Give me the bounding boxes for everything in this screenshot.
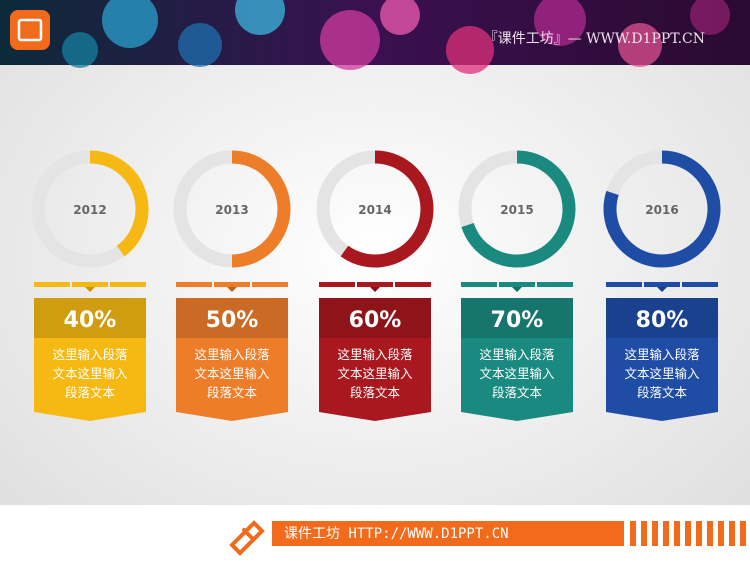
stripe xyxy=(641,521,647,546)
card-strip xyxy=(357,282,393,287)
stripe xyxy=(740,521,746,546)
card-strip xyxy=(252,282,288,287)
card-strip xyxy=(34,282,70,287)
app-icon-glyph xyxy=(17,18,43,42)
card-strip xyxy=(682,282,718,287)
card-text: 这里输入段落文本这里输入段落文本 xyxy=(52,347,128,400)
card-header xyxy=(34,298,146,338)
donut-arc xyxy=(231,150,291,268)
card-strip xyxy=(395,282,431,287)
card-notch xyxy=(227,287,237,292)
card-header xyxy=(176,298,288,338)
percent-label: 50% xyxy=(206,308,259,333)
card-body xyxy=(319,338,431,421)
pencil-icon xyxy=(229,520,265,556)
percent-label: 70% xyxy=(491,308,544,333)
card-strip xyxy=(319,282,355,287)
donut-arc xyxy=(89,150,149,257)
year-label: 2016 xyxy=(645,203,678,217)
card-body xyxy=(461,338,573,421)
card-notch xyxy=(512,287,522,292)
card-body xyxy=(34,338,146,421)
card-header xyxy=(461,298,573,338)
app-icon xyxy=(10,10,50,50)
stripe xyxy=(630,521,636,546)
stripe xyxy=(674,521,680,546)
stripe xyxy=(663,521,669,546)
card-strip xyxy=(644,282,680,287)
card-strip xyxy=(176,282,212,287)
donut-arc xyxy=(603,150,721,268)
stripe xyxy=(696,521,702,546)
percent-label: 60% xyxy=(349,308,402,333)
year-label: 2012 xyxy=(73,203,106,217)
card-strip xyxy=(214,282,250,287)
footer-stripes xyxy=(630,521,746,546)
card-body xyxy=(606,338,718,421)
stripe xyxy=(685,521,691,546)
footer-text: 课件工坊 HTTP://WWW.D1PPT.CN xyxy=(284,526,509,542)
stripe xyxy=(707,521,713,546)
percent-label: 80% xyxy=(636,308,689,333)
card-text: 这里输入段落文本这里输入段落文本 xyxy=(479,347,555,400)
year-label: 2014 xyxy=(358,203,391,217)
card-strip xyxy=(499,282,535,287)
header-title: 『课件工坊』— WWW.D1PPT.CN xyxy=(484,31,705,47)
year-label: 2015 xyxy=(500,203,533,217)
card-text: 这里输入段落文本这里输入段落文本 xyxy=(337,347,413,400)
card-text: 这里输入段落文本这里输入段落文本 xyxy=(624,347,700,400)
donut-arc xyxy=(461,150,576,268)
donut-arc xyxy=(340,150,434,268)
stripe xyxy=(652,521,658,546)
card-strip xyxy=(110,282,146,287)
card-notch xyxy=(370,287,380,292)
card-text: 这里输入段落文本这里输入段落文本 xyxy=(194,347,270,400)
card-body xyxy=(176,338,288,421)
percent-label: 40% xyxy=(64,308,117,333)
card-notch xyxy=(85,287,95,292)
bokeh xyxy=(62,0,730,74)
card-strip xyxy=(461,282,497,287)
card-strip xyxy=(606,282,642,287)
card-notch xyxy=(657,287,667,292)
footer-bar xyxy=(272,521,624,546)
card-header xyxy=(606,298,718,338)
card-header xyxy=(319,298,431,338)
stripe xyxy=(718,521,724,546)
card-strip xyxy=(72,282,108,287)
card-strip xyxy=(537,282,573,287)
stripe xyxy=(729,521,735,546)
year-label: 2013 xyxy=(215,203,248,217)
